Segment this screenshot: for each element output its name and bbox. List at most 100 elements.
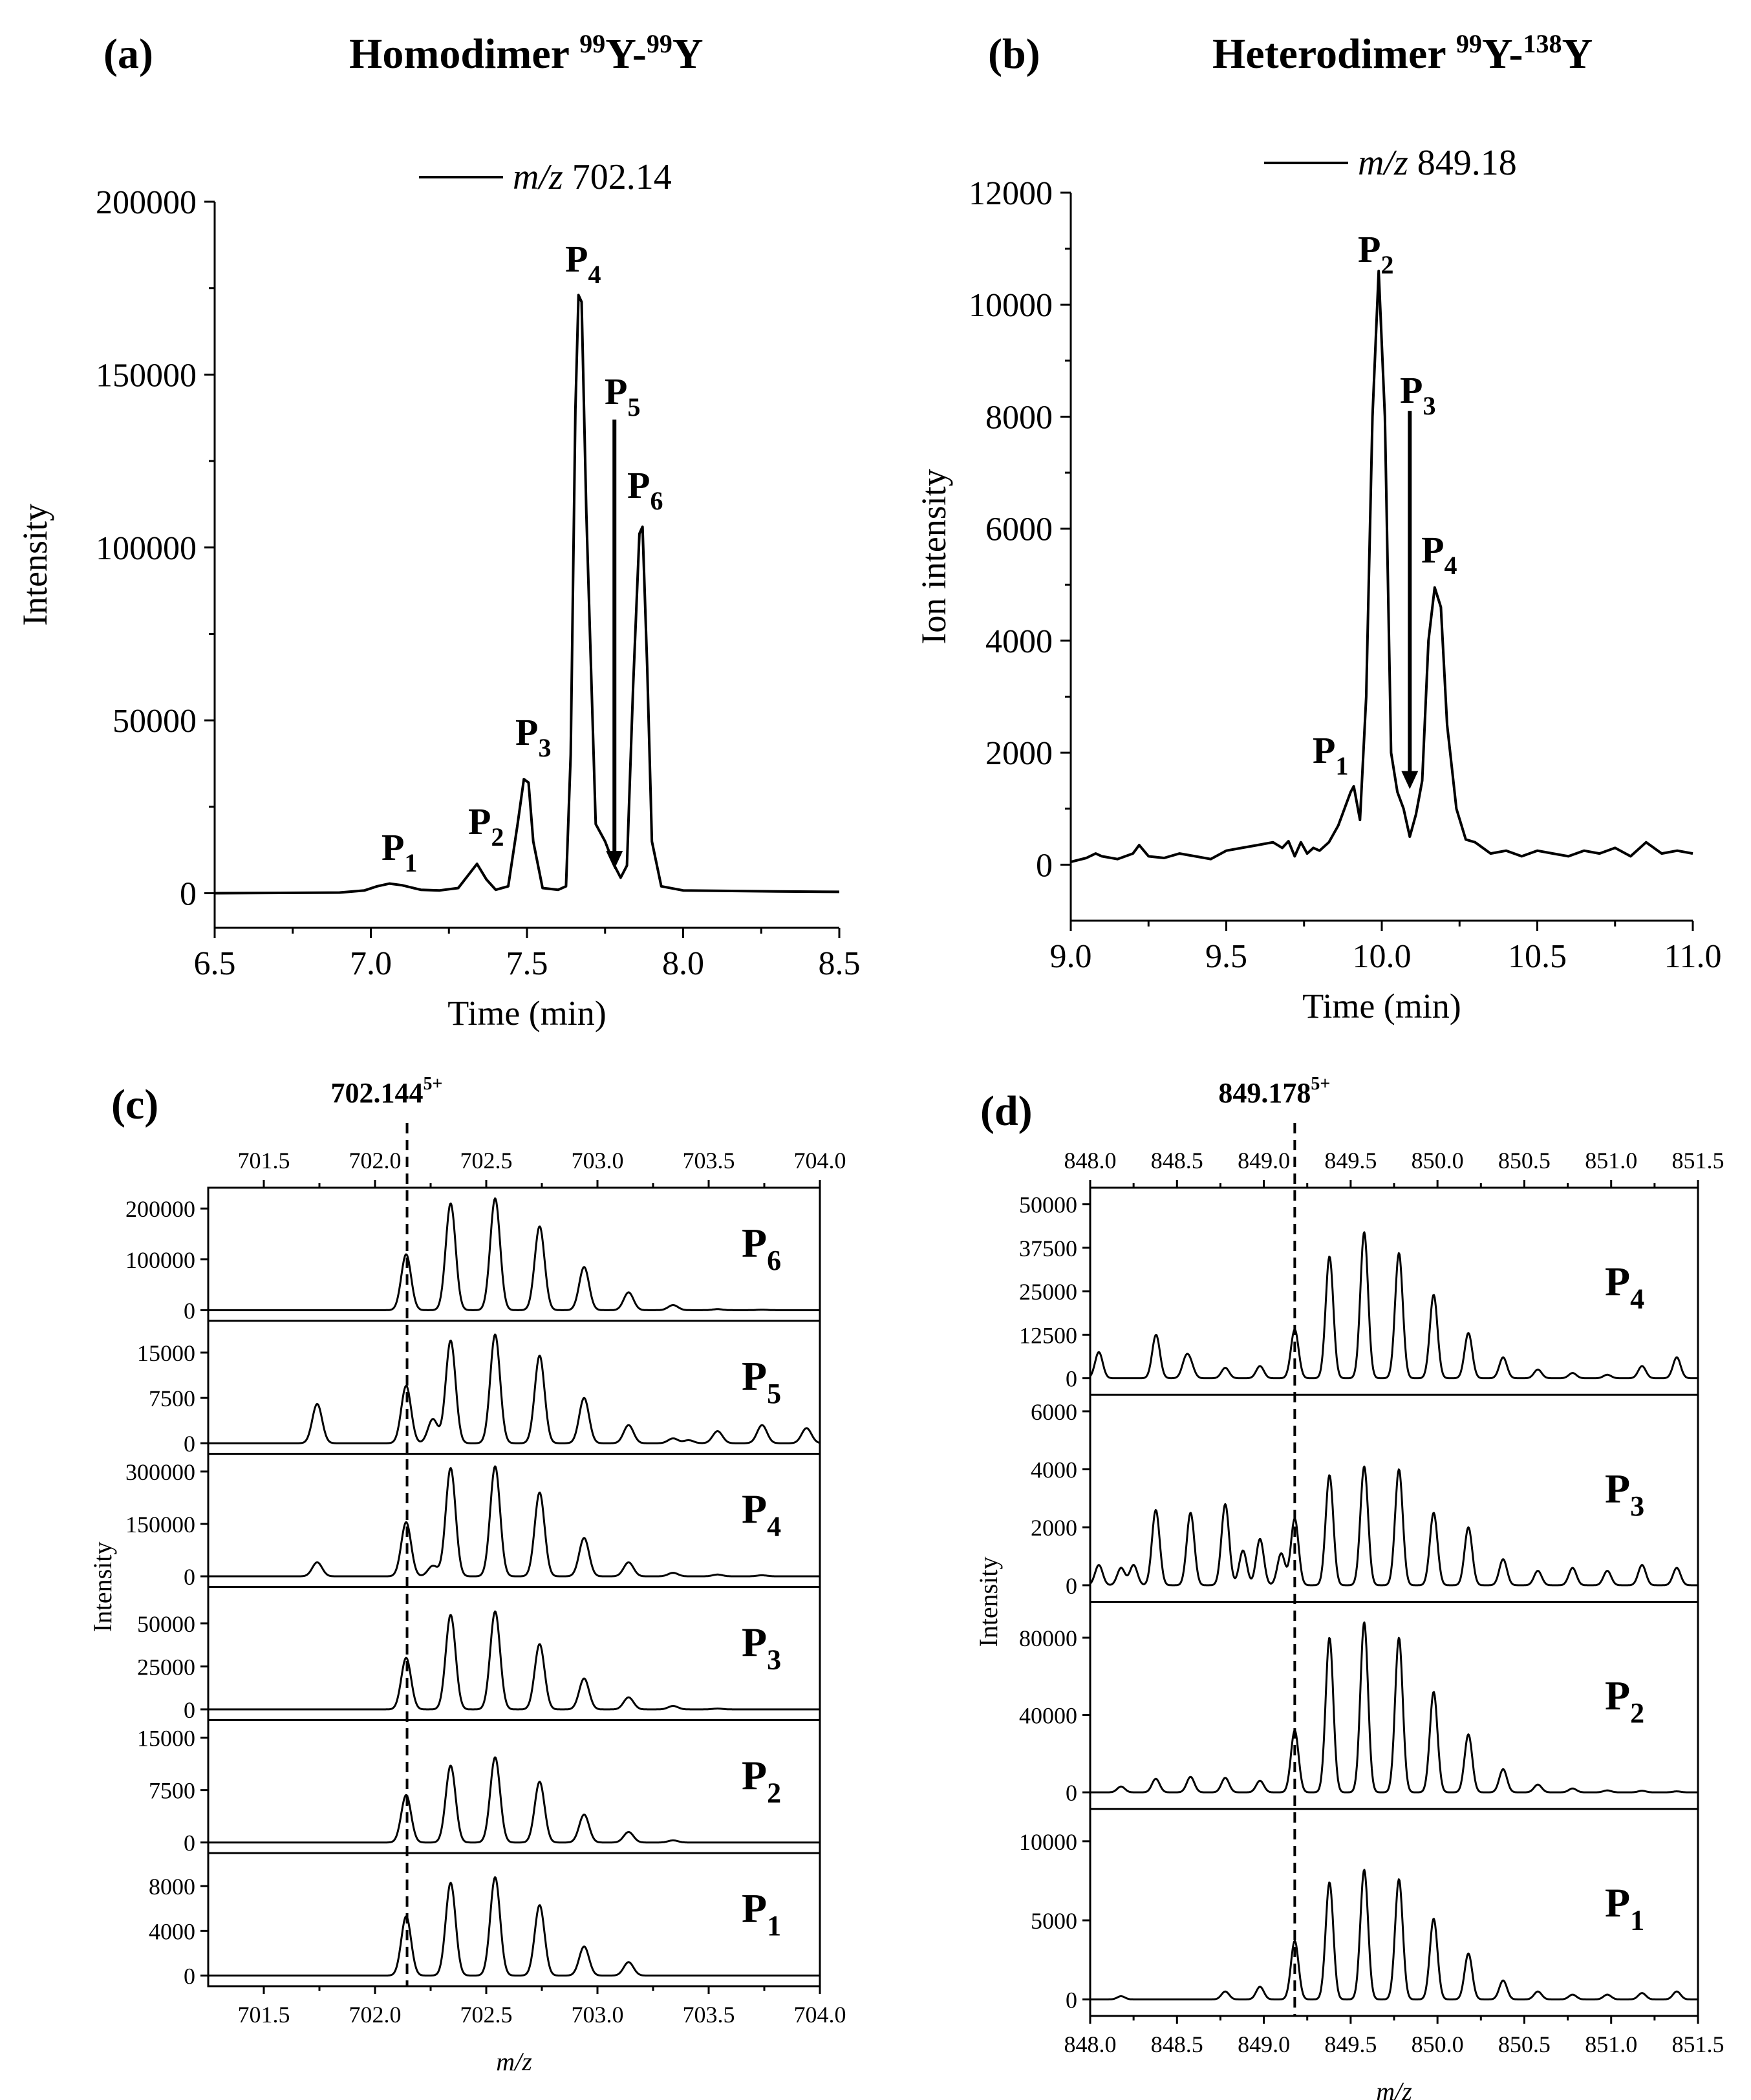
x-top-tick-label: 702.5 bbox=[460, 1148, 513, 1173]
x-tick-label: 704.0 bbox=[794, 2002, 846, 2028]
x-tick-label: 848.5 bbox=[1151, 2031, 1203, 2057]
y-tick-label: 2000 bbox=[1031, 1515, 1077, 1541]
title-sup: 138 bbox=[1523, 29, 1562, 58]
y-tick-label: 50000 bbox=[113, 703, 197, 740]
series-label: P5 bbox=[742, 1353, 781, 1409]
y-tick-label: 80000 bbox=[1019, 1625, 1077, 1651]
peak-label: P bbox=[565, 238, 588, 280]
peak-subscript: 2 bbox=[1380, 250, 1393, 279]
peak-annotation: P3 bbox=[1400, 369, 1435, 420]
title-text: Y- bbox=[605, 30, 647, 78]
panel-label: (c) bbox=[111, 1081, 158, 1128]
series-label-text: P bbox=[742, 1220, 767, 1266]
y-tick-label: 10000 bbox=[1019, 1829, 1077, 1855]
spectrum-line bbox=[1089, 1465, 1699, 1587]
series-label-subscript: 2 bbox=[1630, 1697, 1644, 1729]
reference-mz-charge: 5+ bbox=[1311, 1074, 1330, 1094]
reference-mz-charge: 5+ bbox=[424, 1074, 443, 1094]
x-top-tick-label: 848.0 bbox=[1064, 1148, 1117, 1173]
series-label: P3 bbox=[1605, 1466, 1644, 1522]
stack-subplot: 0 100000 200000 P6 bbox=[125, 1196, 821, 1323]
y-tick-label: 150000 bbox=[125, 1512, 195, 1538]
stack-subplot: 0 4000 8000 P1 bbox=[149, 1852, 821, 1989]
y-tick-label: 5000 bbox=[1031, 1908, 1077, 1934]
y-tick-label: 6000 bbox=[985, 511, 1053, 548]
legend-prefix: m/z bbox=[513, 157, 563, 197]
legend-label: m/z 849.18 bbox=[1358, 143, 1517, 183]
y-tick-label: 12500 bbox=[1019, 1322, 1077, 1348]
y-tick-label: 12000 bbox=[969, 175, 1053, 212]
y-axis-label: Intensity bbox=[974, 1557, 1003, 1647]
y-tick-label: 7500 bbox=[149, 1778, 195, 1804]
stack-subplot: 0 12500 25000 37500 50000 P4 bbox=[1019, 1192, 1699, 1392]
arrow-head bbox=[606, 851, 623, 870]
y-tick-label: 8000 bbox=[149, 1874, 195, 1900]
y-tick-label: 37500 bbox=[1019, 1236, 1077, 1261]
y-tick-label: 0 bbox=[184, 1697, 195, 1723]
series-label: P3 bbox=[742, 1620, 781, 1676]
x-tick-label: 849.0 bbox=[1238, 2031, 1290, 2057]
stack-subplot: 0 5000 10000 P1 bbox=[1019, 1808, 1699, 2013]
legend-value: 702.14 bbox=[563, 157, 672, 197]
series-label-subscript: 4 bbox=[1630, 1283, 1644, 1315]
series-label-subscript: 5 bbox=[767, 1378, 781, 1409]
stack-subplot: 0 25000 50000 P3 bbox=[137, 1586, 821, 1723]
peak-subscript: 1 bbox=[404, 848, 417, 877]
peak-annotation: P1 bbox=[381, 826, 417, 877]
peak-subscript: 4 bbox=[1444, 551, 1457, 580]
y-tick-label: 0 bbox=[1066, 1987, 1077, 2013]
series-label-subscript: 1 bbox=[767, 1910, 781, 1942]
panel-title: Homodimer 99Y-99Y bbox=[349, 29, 704, 78]
x-tick-label: 6.5 bbox=[194, 945, 236, 982]
title-text: Y- bbox=[1482, 30, 1523, 78]
y-tick-label: 4000 bbox=[149, 1918, 195, 1944]
peak-subscript: 1 bbox=[1335, 751, 1348, 780]
x-top-tick-label: 703.5 bbox=[683, 1148, 735, 1173]
peak-subscript: 3 bbox=[1423, 391, 1435, 420]
y-tick-label: 0 bbox=[180, 876, 197, 913]
spectrum-line bbox=[208, 1465, 821, 1578]
peak-label: P bbox=[605, 370, 627, 412]
spectrum-line bbox=[208, 1610, 821, 1711]
series-label-subscript: 3 bbox=[1630, 1490, 1644, 1522]
y-tick-label: 8000 bbox=[985, 399, 1053, 436]
peak-annotation: P6 bbox=[627, 464, 663, 515]
spectrum-line bbox=[208, 1756, 821, 1844]
y-tick-label: 10000 bbox=[969, 287, 1053, 324]
x-top-tick-label: 704.0 bbox=[794, 1148, 846, 1173]
series-label-text: P bbox=[1605, 1259, 1630, 1305]
x-top-tick-label: 851.5 bbox=[1672, 1148, 1724, 1173]
y-tick-label: 0 bbox=[1036, 847, 1053, 884]
panel-d: 848.0 848.0 848.5 848.5 849.0 849.0 849.5 849.5… bbox=[974, 1074, 1724, 2100]
x-tick-label: 703.0 bbox=[572, 2002, 624, 2028]
series-label-text: P bbox=[742, 1885, 767, 1931]
series-label-subscript: 1 bbox=[1630, 1904, 1644, 1936]
y-axis-label: Intensity bbox=[16, 504, 54, 626]
series-label: P2 bbox=[1605, 1673, 1644, 1729]
peak-subscript: 3 bbox=[538, 733, 551, 762]
y-tick-label: 0 bbox=[184, 1564, 195, 1590]
spectrum-line bbox=[208, 1876, 821, 1977]
peak-label: P bbox=[468, 800, 491, 842]
peak-annotation: P1 bbox=[1313, 729, 1348, 780]
stack-subplot: 0 2000 4000 6000 P3 bbox=[1031, 1393, 1699, 1599]
y-tick-label: 7500 bbox=[149, 1386, 195, 1411]
x-tick-label: 703.5 bbox=[683, 2002, 735, 2028]
panel-label: (b) bbox=[988, 30, 1040, 78]
x-tick-label: 702.5 bbox=[460, 2002, 513, 2028]
title-sup: 99 bbox=[1456, 29, 1482, 58]
title-text: Heterodimer bbox=[1212, 30, 1456, 78]
series-label-text: P bbox=[1605, 1673, 1630, 1719]
series-label-text: P bbox=[1605, 1466, 1630, 1512]
x-tick-label: 7.5 bbox=[506, 945, 548, 982]
y-tick-label: 4000 bbox=[1031, 1457, 1077, 1483]
series-label: P4 bbox=[742, 1486, 781, 1543]
spectrum-line bbox=[208, 1197, 821, 1311]
peak-subscript: 2 bbox=[491, 822, 504, 852]
peak-label: P bbox=[1313, 729, 1335, 771]
x-top-tick-label: 849.5 bbox=[1324, 1148, 1377, 1173]
y-tick-label: 300000 bbox=[125, 1459, 195, 1485]
y-tick-label: 4000 bbox=[985, 623, 1053, 660]
y-tick-label: 15000 bbox=[137, 1340, 195, 1366]
